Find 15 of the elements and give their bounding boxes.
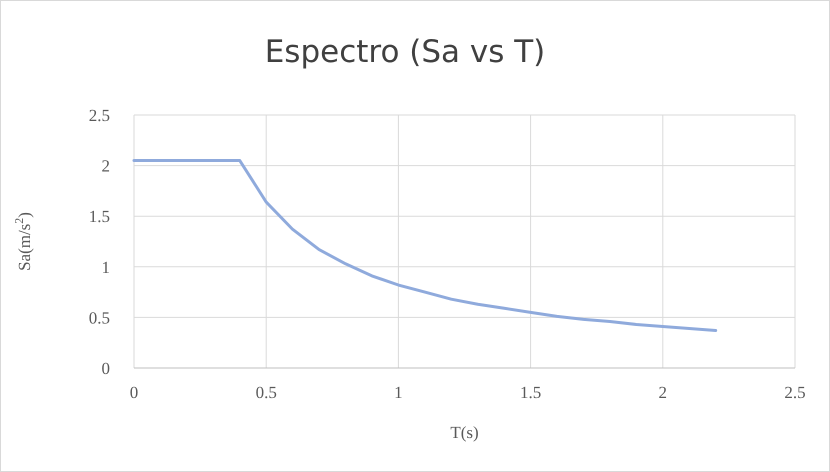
y-tick-label: 0.5 <box>88 308 110 328</box>
x-tick-label: 0.5 <box>256 383 277 402</box>
x-tick-label: 1 <box>394 383 403 402</box>
y-tick-label: 1 <box>102 258 110 277</box>
x-tick-label: 0 <box>130 383 138 402</box>
x-axis-title: T(s) <box>450 423 479 442</box>
y-tick-label: 2 <box>102 156 110 176</box>
line-series <box>132 159 718 332</box>
y-tick-label: 0 <box>102 358 110 378</box>
x-tick-label: 2 <box>658 383 668 402</box>
x-tick-label: 1.5 <box>520 383 542 402</box>
x-tick-label: 2.5 <box>784 383 806 402</box>
y-tick-label: 1.5 <box>88 207 110 226</box>
y-tick-label: 2.5 <box>88 106 110 125</box>
chart-title: Espectro (Sa vs T) <box>264 34 546 70</box>
